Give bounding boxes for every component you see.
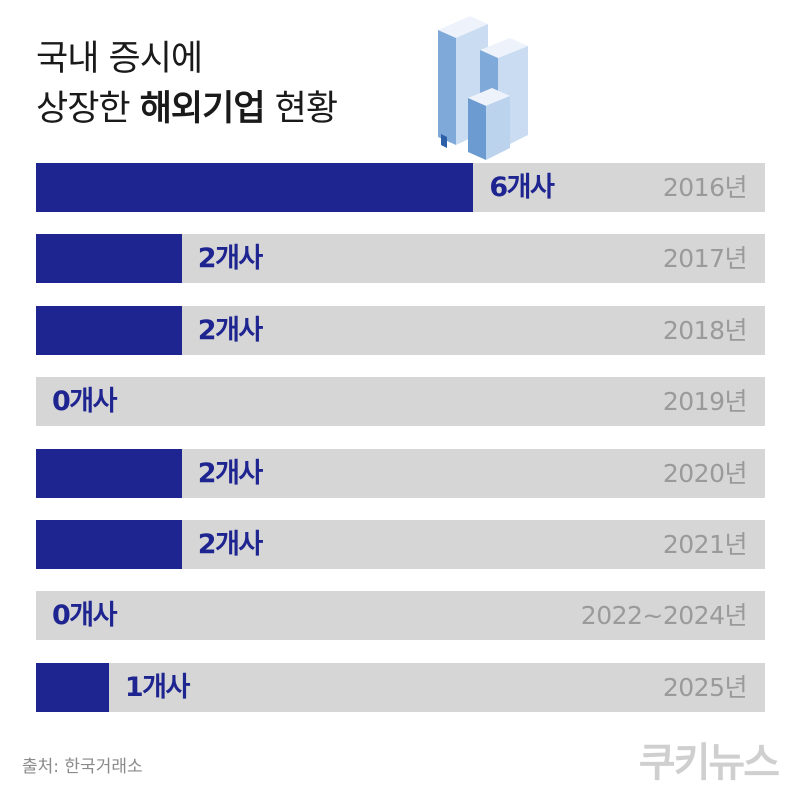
bar-track: 1개사 2025년: [36, 663, 765, 712]
category-label: 2021년: [662, 530, 748, 559]
bar-value-label: 2개사: [197, 458, 263, 489]
bar: [36, 234, 182, 283]
bar-value-label: 0개사: [52, 386, 117, 417]
building-illustration: [438, 16, 528, 160]
title-line-2: 상장한 해외기업 현황: [36, 84, 338, 134]
bar: [36, 663, 109, 712]
bar-track: 6개사 2016년: [36, 163, 765, 212]
title-suffix: 현황: [264, 89, 338, 129]
bar-track: 0개사 2019년: [36, 377, 765, 426]
title-prefix: 상장한: [36, 89, 140, 129]
bar: [36, 520, 182, 569]
bar-track: 2개사 2021년: [36, 520, 765, 569]
title-line-1: 국내 증시에: [36, 39, 203, 79]
bar: [36, 163, 474, 212]
category-label: 2017년: [662, 244, 748, 273]
bar-value-label: 1개사: [124, 672, 190, 703]
bar-value-label: 2개사: [197, 529, 263, 560]
bar-track: 2개사 2017년: [36, 234, 765, 283]
bar-value-label: 6개사: [489, 172, 554, 203]
bar-track: 0개사 2022~2024년: [36, 591, 765, 640]
source-note: 출처: 한국거래소: [22, 757, 143, 777]
category-label: 2022~2024년: [580, 601, 748, 630]
bar-track: 2개사 2018년: [36, 306, 765, 355]
category-label: 2018년: [662, 316, 748, 345]
category-label: 2020년: [662, 459, 748, 488]
bar-value-label: 2개사: [197, 243, 263, 274]
publisher-logo: 쿠키뉴스: [638, 740, 780, 786]
category-label: 2025년: [662, 673, 748, 702]
category-label: 2016년: [662, 173, 748, 202]
category-label: 2019년: [662, 387, 748, 416]
bar: [36, 306, 182, 355]
bar-chart: 6개사 2016년 2개사 2017년 2개사 2018년 0개사 2019년 2개사 2020년…: [36, 163, 765, 713]
title-bold: 해외기업: [139, 89, 266, 129]
bar-value-label: 0개사: [52, 600, 117, 631]
bar-value-label: 2개사: [197, 315, 263, 346]
bar-track: 2개사 2020년: [36, 449, 765, 498]
chart-title: 국내 증시에 상장한 해외기업 현황: [36, 34, 338, 134]
bar: [36, 449, 182, 498]
